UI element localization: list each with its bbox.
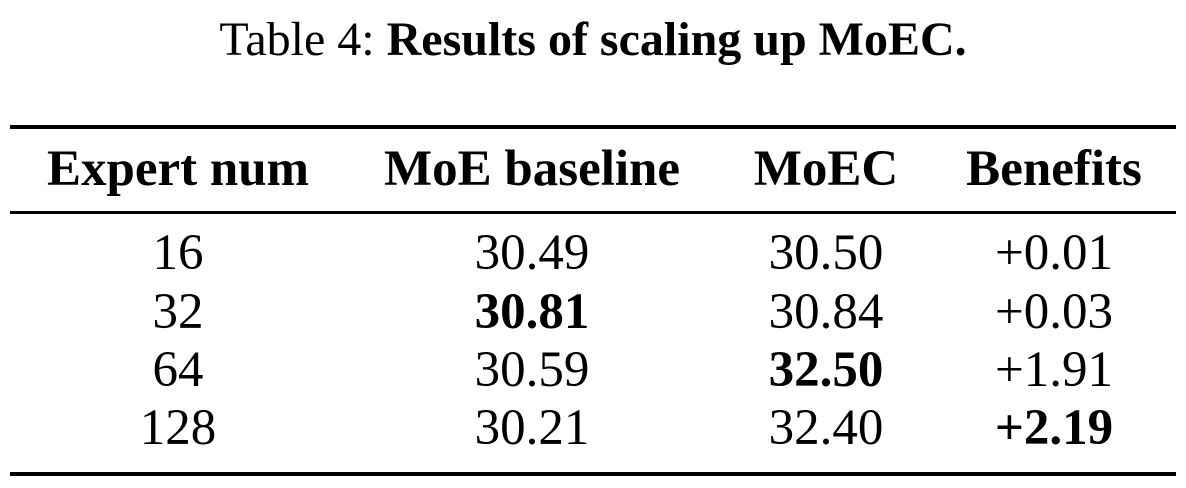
caption-title: Results of scaling up MoEC.: [386, 13, 967, 66]
table-caption: Table 4: Results of scaling up MoEC.: [0, 12, 1186, 68]
cell-benefits: +0.03: [994, 284, 1114, 340]
header-moec: MoEC: [753, 141, 899, 197]
cell-expert-num: 32: [152, 284, 204, 340]
cell-expert-num: 64: [152, 342, 204, 398]
cell-moe-baseline: 30.59: [474, 342, 590, 398]
cell-expert-num: 128: [139, 400, 217, 456]
table-header-rule: [10, 211, 1176, 214]
caption-prefix: Table 4:: [219, 13, 375, 66]
table-top-rule: [10, 125, 1176, 129]
cell-moec: 32.50: [768, 342, 884, 398]
cell-benefits: +2.19: [994, 400, 1114, 456]
cell-moec: 30.84: [768, 284, 884, 340]
cell-benefits: +0.01: [994, 225, 1114, 281]
header-benefits: Benefits: [966, 141, 1142, 197]
header-moe-baseline: MoE baseline: [383, 141, 681, 197]
cell-benefits: +1.91: [994, 342, 1114, 398]
cell-moe-baseline: 30.81: [474, 284, 590, 340]
cell-moec: 32.40: [768, 400, 884, 456]
table-bottom-rule: [10, 472, 1176, 476]
cell-expert-num: 16: [152, 225, 204, 281]
cell-moec: 30.50: [768, 225, 884, 281]
header-expert-num: Expert num: [46, 141, 310, 197]
cell-moe-baseline: 30.21: [474, 400, 590, 456]
cell-moe-baseline: 30.49: [474, 225, 590, 281]
